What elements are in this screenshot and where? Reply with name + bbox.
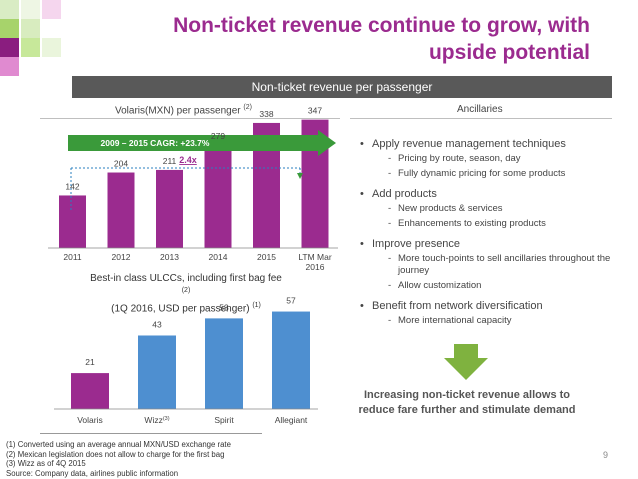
data-label: 43 [152,319,162,329]
bar-wizz [138,335,176,409]
tick-label: 2014 [209,252,228,262]
data-label: 204 [114,159,128,169]
cagr-label: 2009 – 2015 CAGR: +23.7% [101,138,210,148]
down-arrow-icon [444,344,488,380]
bar-2014 [204,144,232,248]
tick-label: Wizz(3) [144,415,169,425]
data-label: 21 [85,357,95,367]
data-label: 338 [259,109,273,119]
divider [40,118,340,119]
list-item: Improve presence More touch-points to se… [358,238,628,292]
chart2-title: Best-in class ULCCs, including first bag… [90,273,282,315]
conclusion-text: Increasing non-ticket revenue allows to … [358,389,576,416]
footnotes: (1) Converted using an average annual MX… [6,440,231,478]
data-label: 347 [308,106,322,116]
page-title: Non-ticket revenue continue to grow, wit… [173,14,590,64]
bar-2013 [156,169,183,248]
tick-label: Spirit [214,415,234,425]
bar-2012 [107,172,135,248]
bar-spirit [205,318,243,409]
data-label: 53 [219,302,229,312]
bar-2011 [59,195,86,248]
data-label: 142 [65,181,79,191]
list-item: Benefit from network diversification Mor… [358,300,628,327]
section-bar: Non-ticket revenue per passenger [72,76,612,98]
right-column-heading: Ancillaries [457,104,503,115]
divider [350,118,612,119]
tick-label: 2012 [112,252,131,262]
bar-allegiant [272,311,310,409]
tick-label: Volaris [77,415,103,425]
left-column-heading: Volaris(MXN) per passenger (2) [115,104,252,117]
tick-label: 2013 [160,252,179,262]
tick-label: LTM Mar 2016 [298,252,332,272]
footnote-rule [40,433,262,434]
tick-label: Allegiant [275,415,308,425]
list-item: Add products New products & services Enh… [358,188,628,230]
data-label: 211 [163,156,177,166]
list-item: Apply revenue management techniques Pric… [358,138,628,180]
data-label: 57 [286,296,296,306]
tick-label: 2015 [257,252,276,262]
multiple-label: 2.4x [179,155,197,165]
ancillaries-list: Apply revenue management techniques Pric… [358,138,628,327]
page-number: 9 [602,450,608,460]
tick-label: 2011 [63,252,82,262]
cagr-arrow [68,130,336,156]
data-label: 279 [211,131,225,141]
bar-volaris [71,373,109,409]
